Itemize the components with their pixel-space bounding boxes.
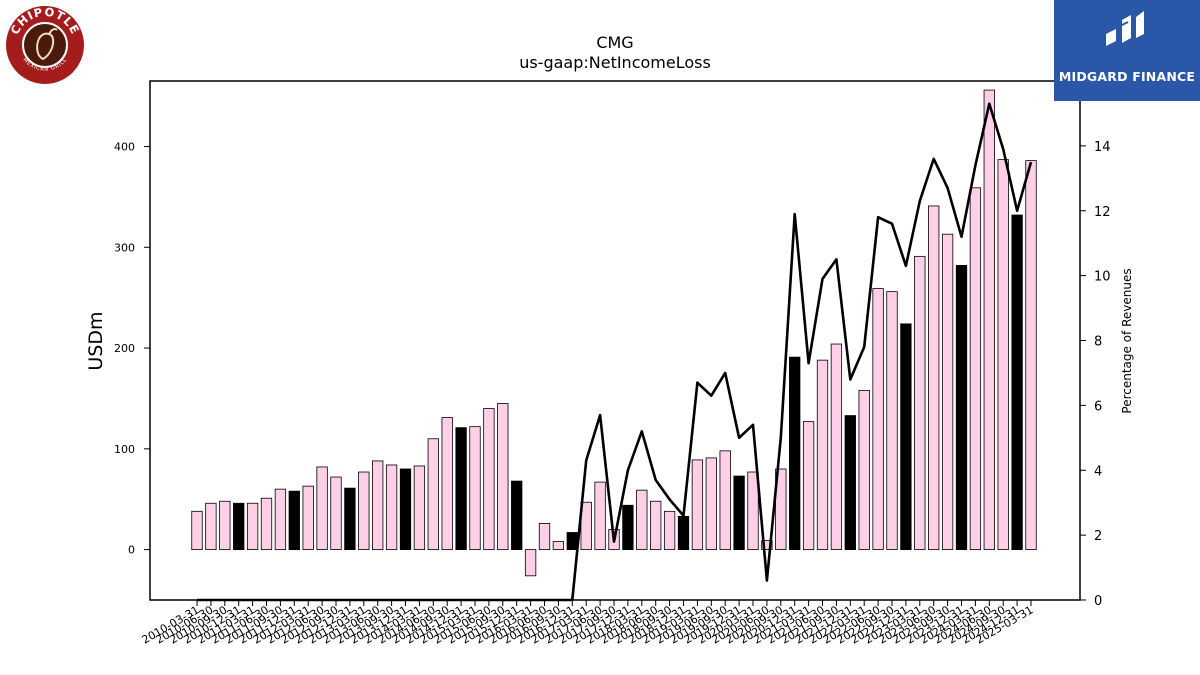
bar [997, 159, 1009, 551]
bar [886, 291, 898, 551]
bar [385, 464, 398, 551]
bar [636, 489, 648, 551]
bar [705, 457, 717, 551]
bar [914, 255, 926, 551]
chipotle-logo: CHIPOTLE MEXICAN GRILL [5, 5, 85, 85]
y2-tick-label: 12 [1094, 205, 1111, 220]
y-tick-label: 400 [114, 141, 135, 154]
y2-tick-label: 14 [1094, 140, 1111, 155]
bar [594, 481, 606, 551]
bar [524, 549, 537, 577]
bar [733, 475, 745, 551]
bar [455, 427, 467, 551]
bar [538, 523, 551, 551]
midgard-finance-logo: MIDGARD FINANCE [1054, 0, 1200, 101]
bar [775, 468, 787, 551]
bar [663, 510, 676, 551]
y2-axis-label: Percentage of Revenues [1120, 268, 1134, 413]
bar [969, 187, 982, 551]
y-axis-label: USDm [85, 311, 107, 370]
bar [677, 515, 690, 551]
bar [427, 438, 439, 551]
bar [274, 488, 287, 551]
bar [246, 502, 259, 551]
bar [928, 205, 940, 551]
brand-name: MIDGARD FINANCE [1058, 69, 1196, 84]
bar [1025, 160, 1037, 551]
bar [191, 510, 203, 551]
bar [983, 89, 995, 551]
midgard-mark-icon [1106, 11, 1144, 46]
bar [233, 502, 245, 551]
y-tick-label: 300 [114, 241, 135, 254]
bar [344, 487, 356, 551]
bar [941, 233, 954, 551]
bar [747, 471, 759, 551]
y-tick-label: 100 [114, 443, 135, 456]
y2-tick-label: 0 [1094, 594, 1102, 609]
bar [789, 356, 801, 551]
bar [844, 415, 856, 551]
bar [900, 323, 912, 551]
bar [288, 490, 300, 551]
bar [761, 540, 773, 551]
bar [511, 480, 523, 551]
chart-subtitle: us-gaap:NetIncomeLoss [519, 53, 711, 72]
bar [566, 532, 578, 551]
bar [802, 421, 815, 551]
bar [872, 288, 884, 551]
plot-area [191, 89, 1037, 602]
y-tick-label: 200 [114, 342, 135, 355]
bar [316, 466, 328, 551]
bar [552, 541, 565, 551]
y2-tick-label: 4 [1094, 464, 1102, 479]
y2-tick-label: 6 [1094, 399, 1102, 414]
bar [205, 502, 217, 551]
bar [219, 500, 231, 551]
bar [622, 504, 634, 551]
bar [372, 460, 384, 551]
bar [358, 471, 370, 551]
bar [330, 476, 342, 551]
bar [858, 389, 870, 551]
bar [650, 500, 662, 551]
bar [719, 450, 731, 551]
y2-tick-label: 8 [1094, 335, 1102, 350]
bar [483, 408, 495, 551]
bar [469, 426, 481, 551]
bar [830, 343, 843, 551]
y-tick-label: 0 [128, 544, 135, 557]
y2-tick-label: 2 [1094, 529, 1102, 544]
bar [955, 265, 968, 551]
bar [816, 359, 829, 551]
bar [302, 485, 314, 551]
bar [399, 468, 412, 551]
chart-title: CMG [596, 33, 633, 52]
bar [441, 417, 453, 551]
bar [260, 497, 273, 551]
bar [497, 403, 509, 551]
y2-tick-label: 10 [1094, 270, 1111, 285]
bar [691, 459, 704, 551]
bar [413, 465, 426, 551]
bar [1011, 214, 1023, 551]
